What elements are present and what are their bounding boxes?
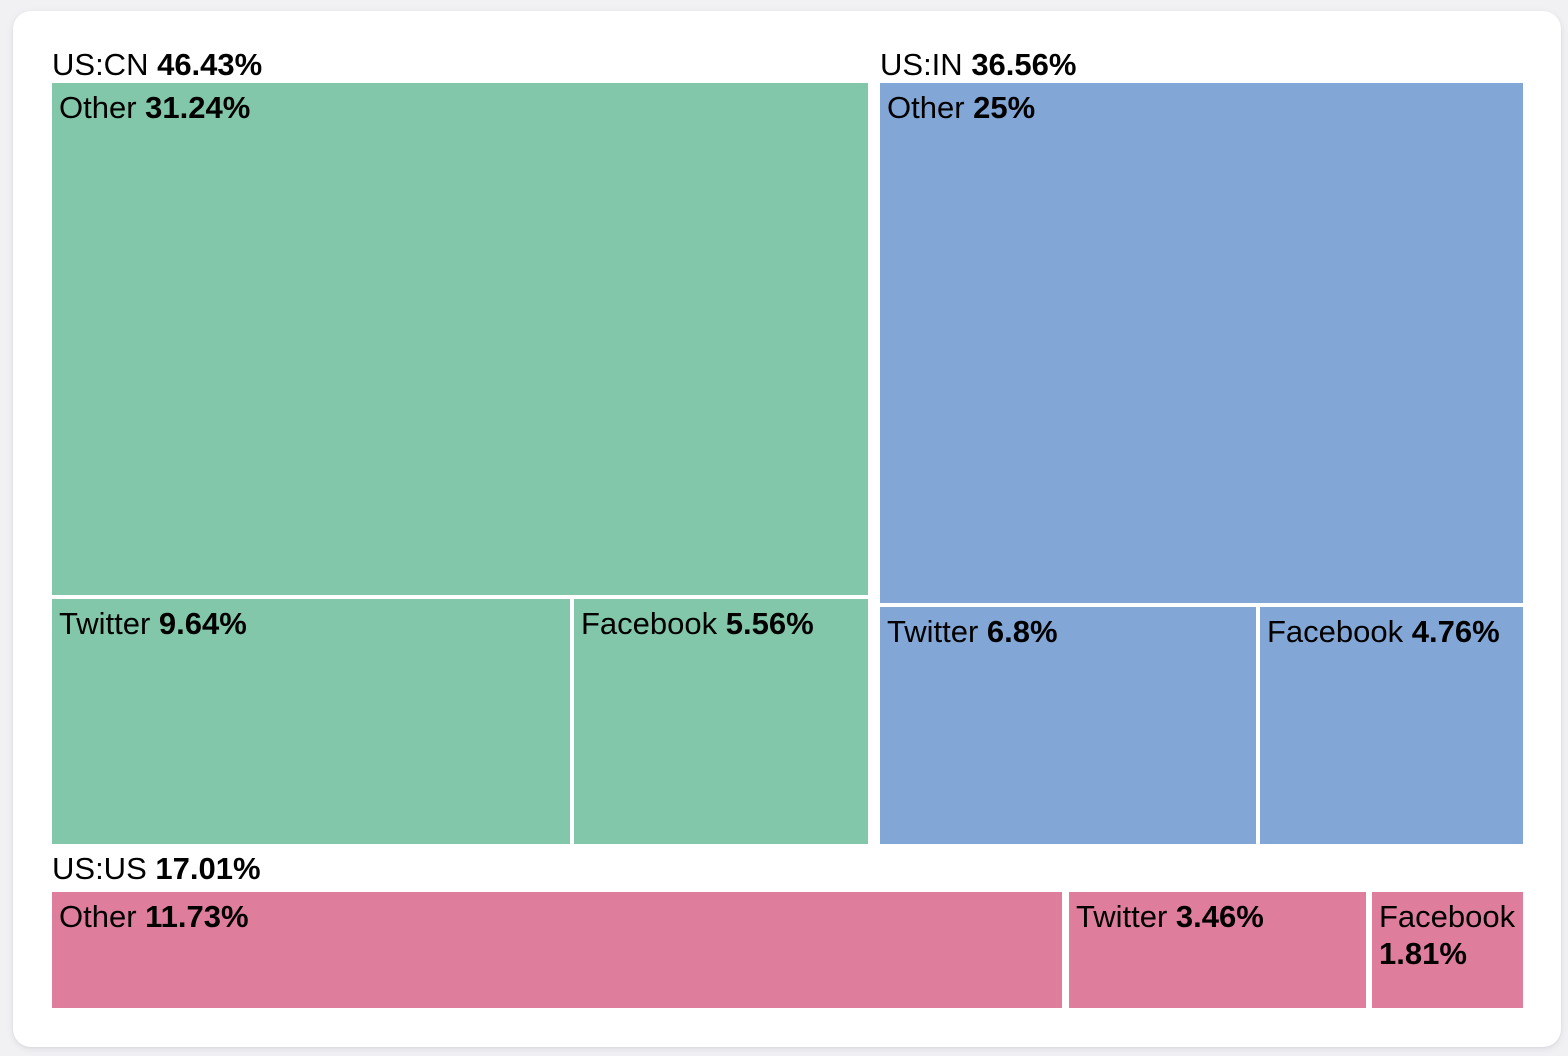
- cell-value: 9.64%: [158, 606, 247, 641]
- cell-label: Other: [59, 90, 137, 125]
- cell-value: 1.81%: [1379, 936, 1467, 971]
- treemap-cell-us-us-other[interactable]: Other 11.73%: [52, 892, 1062, 1008]
- treemap-chart: US:CN 46.43% Other 31.24% Twitter 9.64% …: [52, 48, 1523, 1008]
- cell-label: Facebook: [581, 606, 718, 641]
- treemap-cell-us-cn-twitter[interactable]: Twitter 9.64%: [52, 599, 570, 844]
- cell-value: 3.46%: [1175, 899, 1264, 934]
- cell-value: 4.76%: [1411, 614, 1500, 649]
- group-value: 46.43%: [157, 47, 263, 82]
- cell-value: 5.56%: [725, 606, 814, 641]
- group-label: US:CN: [52, 47, 149, 82]
- treemap-cell-us-cn-facebook[interactable]: Facebook 5.56%: [574, 599, 868, 844]
- group-header-us-us: US:US 17.01%: [52, 852, 261, 886]
- treemap-group-us-in: US:IN 36.56% Other 25% Twitter 6.8% Face…: [880, 48, 1523, 844]
- treemap-cell-us-in-other[interactable]: Other 25%: [880, 83, 1523, 603]
- treemap-cell-us-us-facebook[interactable]: Facebook 1.81%: [1372, 892, 1523, 1008]
- cell-label: Twitter: [1076, 899, 1168, 934]
- cell-label: Facebook: [1267, 614, 1404, 649]
- cell-label: Twitter: [887, 614, 979, 649]
- cell-value: 11.73%: [145, 899, 249, 934]
- treemap-cell-us-us-twitter[interactable]: Twitter 3.46%: [1069, 892, 1366, 1008]
- cell-label: Twitter: [59, 606, 151, 641]
- cell-value: 25%: [973, 90, 1036, 125]
- cell-value: 31.24%: [145, 90, 251, 125]
- treemap-group-us-us: US:US 17.01% Other 11.73% Twitter 3.46% …: [52, 848, 1523, 1008]
- group-label: US:US: [52, 851, 147, 886]
- cell-label: Facebook: [1379, 899, 1516, 934]
- treemap-cell-us-in-twitter[interactable]: Twitter 6.8%: [880, 607, 1256, 844]
- group-value: 17.01%: [155, 851, 261, 886]
- cell-label: Other: [59, 899, 137, 934]
- group-header-us-cn: US:CN 46.43%: [52, 48, 262, 82]
- chart-card: US:CN 46.43% Other 31.24% Twitter 9.64% …: [13, 11, 1561, 1047]
- group-label: US:IN: [880, 47, 963, 82]
- treemap-cell-us-cn-other[interactable]: Other 31.24%: [52, 83, 868, 595]
- treemap-group-us-cn: US:CN 46.43% Other 31.24% Twitter 9.64% …: [52, 48, 868, 844]
- cell-label: Other: [887, 90, 965, 125]
- group-header-us-in: US:IN 36.56%: [880, 48, 1076, 82]
- group-value: 36.56%: [971, 47, 1077, 82]
- treemap-cell-us-in-facebook[interactable]: Facebook 4.76%: [1260, 607, 1523, 844]
- cell-value: 6.8%: [986, 614, 1058, 649]
